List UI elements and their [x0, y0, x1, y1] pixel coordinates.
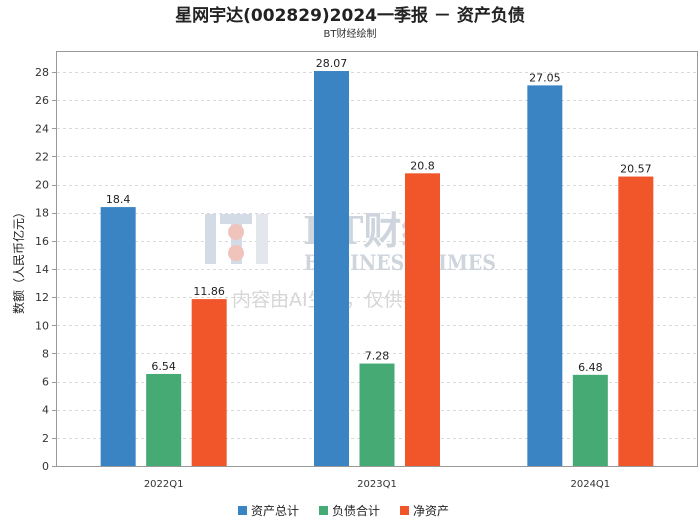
y-tick-label: 0 — [42, 460, 49, 473]
watermark-logo — [205, 214, 268, 264]
bar — [100, 207, 136, 467]
legend-swatch — [238, 506, 247, 515]
data-label: 7.28 — [365, 350, 390, 363]
data-label: 11.86 — [193, 285, 225, 298]
x-tick-label: 2024Q1 — [570, 479, 610, 490]
data-label: 20.57 — [620, 163, 652, 176]
y-tick-label: 10 — [35, 319, 49, 332]
legend-swatch — [319, 506, 328, 515]
data-label: 28.07 — [316, 57, 348, 70]
watermark: BT财经 BUSINESS TIMES 内容由AI生成，仅供参考 — [205, 208, 496, 311]
chart-title: 星网宇达(002829)2024一季报 － 资产负债 — [175, 5, 525, 26]
y-tick-label: 16 — [35, 235, 49, 248]
y-tick-label: 26 — [35, 94, 49, 107]
legend-swatch — [400, 506, 409, 515]
data-label: 6.48 — [578, 361, 603, 374]
data-label: 27.05 — [529, 71, 561, 84]
bar — [618, 176, 654, 466]
x-tick-label: 2023Q1 — [357, 479, 397, 490]
data-label: 6.54 — [151, 360, 176, 373]
y-tick-label: 14 — [35, 263, 49, 276]
y-axis-label: 数额（人民币亿元） — [11, 206, 26, 314]
y-tick-label: 2 — [42, 432, 49, 445]
y-tick-label: 24 — [35, 122, 49, 135]
y-tick-label: 12 — [35, 291, 49, 304]
y-tick-label: 6 — [42, 376, 49, 389]
plot-frame — [56, 51, 698, 467]
bar — [359, 363, 395, 466]
bar — [191, 299, 227, 466]
legend-label: 资产总计 — [251, 504, 299, 518]
y-tick-label: 18 — [35, 207, 49, 220]
chart-subtitle: BT财经绘制 — [324, 27, 377, 40]
y-tick-label: 28 — [35, 66, 49, 79]
bar — [572, 374, 608, 466]
legend-label: 净资产 — [413, 504, 449, 518]
bar — [405, 173, 440, 467]
bar — [314, 71, 349, 466]
y-tick-label: 20 — [35, 179, 49, 192]
bars — [100, 71, 654, 467]
data-label: 20.8 — [410, 159, 435, 172]
legend-label: 负债合计 — [332, 503, 380, 518]
data-label: 18.4 — [106, 193, 131, 206]
x-tick-label: 2022Q1 — [144, 479, 184, 490]
y-tick-label: 8 — [42, 347, 49, 360]
bar — [146, 373, 182, 466]
x-axis-ticks: 2022Q1 2023Q1 2024Q1 — [144, 479, 610, 490]
legend: 资产总计 负债合计 净资产 — [238, 503, 449, 518]
y-tick-label: 4 — [42, 404, 49, 417]
data-labels: 18.4 6.54 11.86 28.07 7.28 20.8 27.05 6.48 20.57 — [106, 57, 652, 374]
bar — [527, 85, 563, 466]
y-tick-label: 22 — [35, 150, 49, 163]
